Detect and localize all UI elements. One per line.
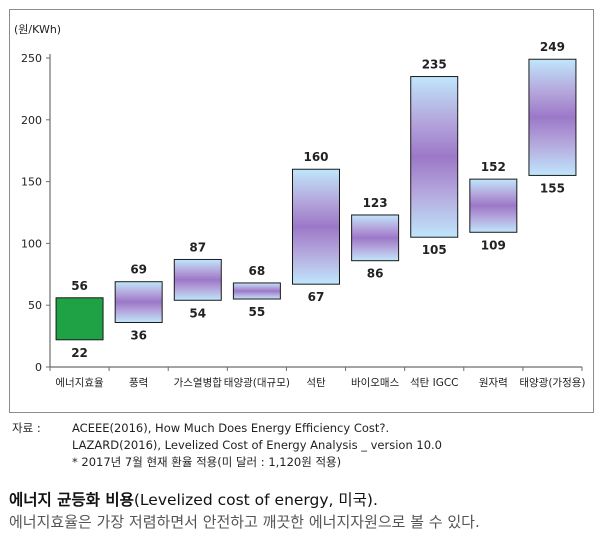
caption-title: 에너지 균등화 비용(Levelized cost of energy, 미국)… <box>9 488 378 510</box>
x-category-label: 석탄 IGCC <box>410 377 459 389</box>
range-bar <box>528 58 577 176</box>
bar-low-label: 105 <box>422 243 447 257</box>
caption-title-ko: 에너지 균등화 비용 <box>9 491 134 509</box>
y-tick-label: 250 <box>21 52 42 65</box>
source-label: 자료 : <box>12 421 41 435</box>
chart-svg: (원/KWh) 0 50 100 150 200 250 56 22 에너지효율 69 36 풍력 8… <box>14 23 586 389</box>
bar-low-label: 54 <box>189 306 206 320</box>
range-bar <box>232 282 281 300</box>
caption-description: 에너지효율은 가장 저렴하면서 안전하고 깨끗한 에너지자원으로 볼 수 있다. <box>9 513 480 531</box>
bar-high-label: 68 <box>249 264 266 278</box>
source-line-1: ACEEE(2016), How Much Does Energy Effici… <box>72 421 390 435</box>
bar-high-label: 249 <box>540 40 565 54</box>
y-tick-label: 100 <box>21 237 42 250</box>
y-axis-unit-label: (원/KWh) <box>14 23 61 36</box>
range-bar <box>114 281 163 324</box>
chart-bars: 56 22 에너지효율 69 36 풍력 87 54 가스열병합 68 55 태양광(대규모) 160 6… <box>55 40 585 389</box>
caption-title-en: (Levelized cost of energy, 미국). <box>133 491 378 509</box>
y-tick-label: 200 <box>21 114 42 127</box>
x-category-label: 에너지효율 <box>55 377 104 389</box>
bar-low-label: 36 <box>130 329 147 343</box>
range-bar <box>173 258 222 301</box>
y-tick-label: 50 <box>28 299 42 312</box>
x-category-label: 풍력 <box>129 377 148 389</box>
y-tick-label: 0 <box>35 361 42 374</box>
bar-low-label: 155 <box>540 181 565 195</box>
x-category-label: 가스열병합 <box>174 377 223 389</box>
x-category-label: 바이오매스 <box>351 377 400 389</box>
bar-low-label: 86 <box>367 267 384 281</box>
range-bar <box>469 178 518 233</box>
bar-high-label: 56 <box>71 279 88 293</box>
bar-high-label: 152 <box>481 160 506 174</box>
bar-high-label: 235 <box>422 58 447 72</box>
chart-axes: 0 50 100 150 200 250 <box>21 52 583 374</box>
x-category-label: 태양광(대규모) <box>224 377 290 389</box>
source-note: 자료 : ACEEE(2016), How Much Does Energy E… <box>12 420 442 471</box>
x-category-label: 석탄 <box>306 377 326 389</box>
source-line-3: * 2017년 7월 현재 환율 적용(미 달러 : 1,120원 적용) <box>72 455 342 469</box>
bar-high-label: 160 <box>303 150 328 164</box>
x-category-label: 원자력 <box>479 377 508 389</box>
x-category-label: 태양광(가정용) <box>519 377 585 389</box>
range-bar <box>55 297 104 341</box>
bar-high-label: 69 <box>130 263 147 277</box>
bar-high-label: 123 <box>363 196 388 210</box>
bar-high-label: 87 <box>189 240 206 254</box>
bar-low-label: 109 <box>481 238 506 252</box>
chart-frame: (원/KWh) 0 50 100 150 200 250 56 22 에너지효율 69 36 풍력 8… <box>9 9 594 413</box>
range-bar <box>351 214 400 262</box>
bar-low-label: 55 <box>249 305 266 319</box>
bar-low-label: 67 <box>308 290 325 304</box>
source-line-2: LAZARD(2016), Levelized Cost of Energy A… <box>72 438 442 452</box>
y-tick-label: 150 <box>21 176 42 189</box>
bar-low-label: 22 <box>71 346 88 360</box>
range-bar <box>410 76 459 238</box>
range-bar <box>292 168 340 285</box>
